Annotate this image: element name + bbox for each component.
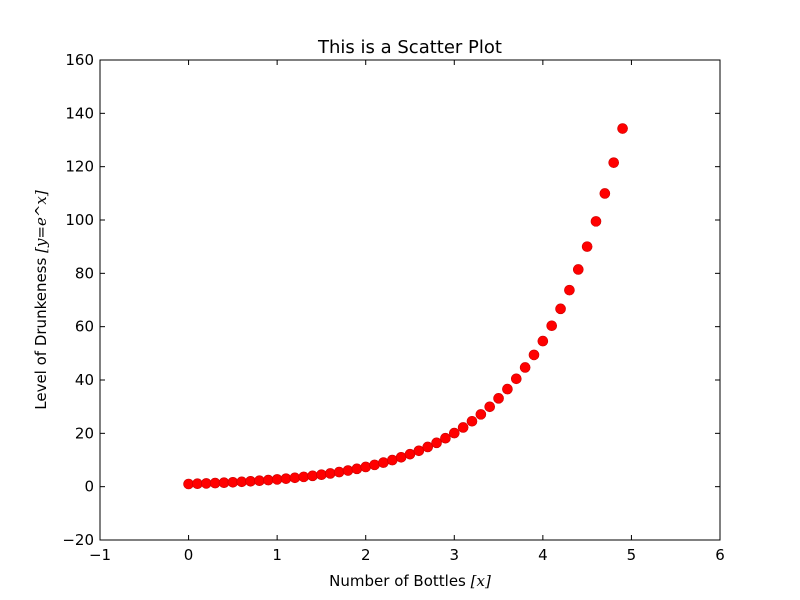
data-point: [192, 478, 203, 490]
x-axis-label: Number of Bottles [x]: [329, 572, 491, 590]
data-point: [262, 474, 274, 486]
data-point: [431, 437, 442, 449]
data-point: [209, 477, 221, 489]
data-point: [236, 476, 248, 488]
y-tick-label: 140: [65, 104, 94, 122]
data-point: [617, 123, 628, 134]
data-point: [200, 478, 212, 489]
data-point: [581, 241, 593, 252]
y-tick-label: −20: [62, 531, 94, 549]
y-axis-label-math: [y=e^x]: [32, 190, 50, 253]
data-point: [360, 461, 372, 473]
data-point: [316, 469, 327, 481]
data-point: [378, 457, 389, 468]
data-point: [440, 432, 451, 444]
data-point: [413, 445, 425, 457]
data-point: [546, 320, 558, 332]
y-axis-label-text: Level of Drunkeness: [32, 253, 50, 410]
data-point: [448, 427, 460, 439]
data-point: [457, 422, 469, 433]
y-tick-label: 0: [84, 478, 94, 496]
plot-frame: [99, 59, 721, 541]
data-point: [289, 472, 301, 484]
x-tick-label: 2: [361, 546, 371, 564]
data-point: [183, 478, 194, 490]
data-point: [519, 362, 531, 373]
y-axis-ticks: −20 0 20 40 60 80 100 120 140 160: [62, 51, 720, 549]
y-axis-label: Level of Drunkeness [y=e^x]: [32, 190, 50, 410]
data-point: [218, 477, 230, 488]
data-point: [564, 284, 575, 296]
data-point: [484, 401, 496, 413]
y-tick-label: 80: [75, 264, 94, 282]
y-tick-label: 160: [65, 51, 94, 69]
data-point: [254, 475, 265, 487]
x-axis-ticks: −1 0 1 2 3 4 5 6: [89, 60, 725, 564]
data-point: [555, 303, 566, 315]
x-tick-label: 6: [715, 546, 725, 564]
x-tick-label: −1: [89, 546, 111, 564]
data-point: [298, 471, 310, 483]
y-tick-label: 60: [75, 318, 94, 336]
data-point: [572, 264, 584, 275]
data-point: [590, 216, 602, 227]
data-point: [475, 409, 487, 420]
data-point: [404, 448, 416, 460]
data-point: [395, 451, 407, 463]
data-point: [386, 454, 398, 466]
data-point: [280, 473, 292, 484]
data-point: [537, 335, 549, 347]
x-tick-label: 0: [184, 546, 194, 564]
data-point: [271, 474, 283, 485]
data-point: [608, 157, 620, 168]
y-tick-label: 20: [75, 424, 94, 442]
y-tick-label: 100: [65, 211, 94, 229]
data-point: [510, 373, 522, 385]
data-point: [502, 383, 513, 395]
x-tick-label: 5: [627, 546, 637, 564]
data-point: [333, 466, 345, 478]
chart-title: This is a Scatter Plot: [317, 37, 502, 58]
x-axis-label-text: Number of Bottles: [329, 572, 470, 590]
y-tick-label: 40: [75, 371, 94, 389]
x-tick-label: 1: [272, 546, 282, 564]
data-point: [369, 459, 380, 471]
x-axis-label-math: [x]: [471, 572, 491, 590]
x-tick-label: 4: [538, 546, 548, 564]
data-points: [183, 123, 628, 490]
data-point: [422, 441, 434, 453]
x-tick-label: 3: [450, 546, 460, 564]
y-tick-label: 120: [65, 158, 94, 176]
data-point: [324, 468, 336, 479]
data-point: [493, 393, 504, 404]
data-point: [245, 476, 256, 487]
data-point: [466, 415, 478, 427]
data-point: [528, 349, 540, 361]
data-point: [342, 465, 354, 476]
data-point: [599, 188, 611, 199]
data-point: [307, 470, 318, 482]
data-point: [351, 463, 363, 475]
data-point: [227, 476, 239, 488]
